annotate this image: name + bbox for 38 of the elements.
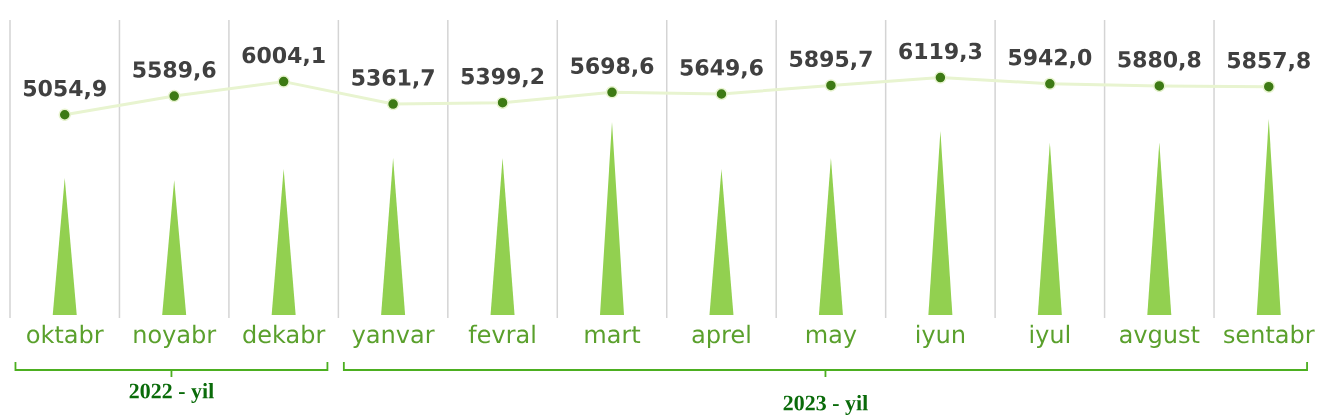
data-label: 5399,2 <box>461 67 544 88</box>
data-label: 5054,9 <box>23 79 106 100</box>
x-tick-label: iyun <box>917 324 965 348</box>
data-label: 5895,7 <box>790 50 872 70</box>
x-tick-label: iyul <box>1030 324 1069 348</box>
point <box>824 79 838 92</box>
point <box>277 75 290 88</box>
text: 2022 - yil <box>129 382 214 404</box>
x-tick-label: avgust <box>1120 326 1200 348</box>
point <box>934 71 947 84</box>
data-label: 6004,1 <box>242 46 325 67</box>
point <box>167 89 181 103</box>
data-label: 5361,7 <box>352 69 434 89</box>
data-label: 5857,8 <box>1228 51 1310 72</box>
data-label: 6119,3 <box>899 42 982 63</box>
x-tick-label: oktabr <box>27 324 104 344</box>
point <box>715 87 728 101</box>
x-tick-label: mart <box>585 326 641 344</box>
data-label: 5698,6 <box>571 57 654 77</box>
x-tick-label: may <box>806 329 857 348</box>
x-tick-label: fevral <box>468 324 535 344</box>
point <box>58 108 71 121</box>
point <box>386 97 400 111</box>
point <box>1043 77 1057 91</box>
x-tick-label: aprel <box>692 324 750 348</box>
point <box>1153 79 1166 93</box>
data-label: 5880,8 <box>1118 50 1201 71</box>
point <box>496 96 509 109</box>
x-tick-label: yanvar <box>352 329 435 348</box>
x-tick-label: noyabr <box>134 324 217 348</box>
data-label: 5942,0 <box>1009 48 1092 69</box>
text: 2023 - yil <box>783 394 868 416</box>
data-label: 5649,6 <box>680 59 763 79</box>
point <box>605 86 619 99</box>
x-tick-label: sentabr <box>1224 324 1315 344</box>
x-tick-label: dekabr <box>243 324 326 344</box>
point <box>1262 80 1276 93</box>
data-label: 5589,6 <box>133 61 216 81</box>
